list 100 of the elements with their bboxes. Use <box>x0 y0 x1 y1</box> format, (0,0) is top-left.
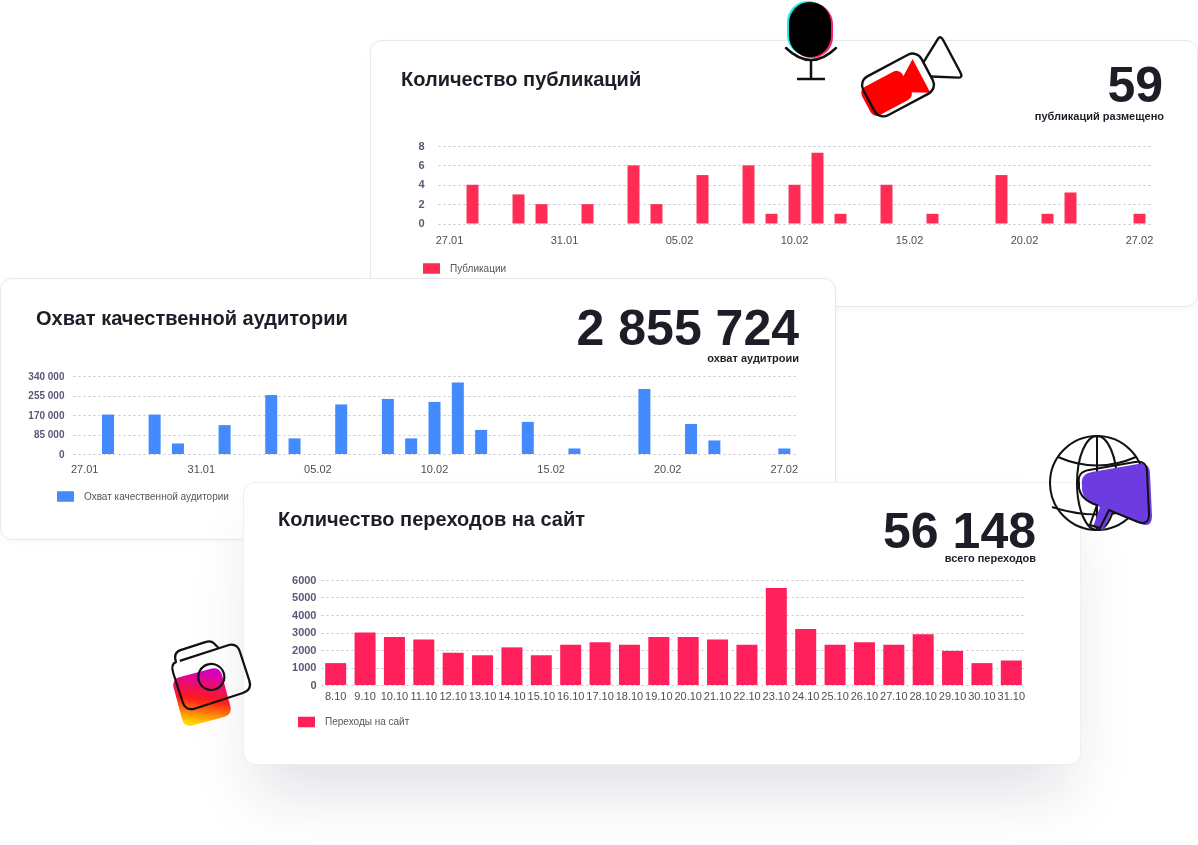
x-tick-label: 10.02 <box>420 462 448 475</box>
x-tick-label: 31.10 <box>997 689 1026 701</box>
bar <box>1041 213 1054 224</box>
bar <box>1000 660 1022 685</box>
bar <box>451 382 464 454</box>
x-tick-label: 20.02 <box>1010 234 1039 246</box>
bar <box>912 633 934 685</box>
y-tick-label: 1000 <box>292 660 317 673</box>
legend-label: Охват качественной аудитории <box>83 490 229 502</box>
x-tick-label: 30.10 <box>968 689 996 701</box>
x-tick-label: 21.10 <box>703 689 732 701</box>
bar <box>942 650 964 685</box>
x-tick-label: 15.10 <box>527 689 556 701</box>
bar <box>677 636 699 685</box>
y-tick-label: 2000 <box>292 643 317 655</box>
bar <box>824 644 846 685</box>
x-tick-label: 23.10 <box>762 689 791 701</box>
bar <box>442 652 464 685</box>
x-tick-label: 27.01 <box>70 462 98 475</box>
x-tick-label: 31.01 <box>187 462 215 475</box>
x-tick-label: 27.01 <box>435 234 464 246</box>
bar <box>1064 192 1077 224</box>
x-tick-label: 27.02 <box>1125 234 1154 246</box>
bar <box>466 184 479 224</box>
bar <box>334 404 347 454</box>
bar <box>581 204 594 224</box>
bar <box>880 184 893 224</box>
x-tick-label: 05.02 <box>665 234 694 246</box>
x-tick-label: 8.10 <box>324 689 347 701</box>
x-tick-label: 11.10 <box>410 689 438 701</box>
bar <box>530 654 552 685</box>
bar <box>684 423 697 454</box>
bar <box>264 395 277 454</box>
bar <box>148 414 161 454</box>
bar <box>696 175 709 224</box>
bar <box>101 414 114 454</box>
x-tick-label: 27.10 <box>880 689 908 701</box>
y-tick-label: 0 <box>58 448 65 460</box>
bar <box>707 440 720 454</box>
bar <box>567 448 580 454</box>
bar <box>650 204 663 224</box>
x-tick-label: 26.10 <box>850 689 879 701</box>
x-tick-label: 22.10 <box>733 689 761 701</box>
bar <box>171 443 184 454</box>
bar <box>853 641 875 685</box>
bar <box>381 398 394 454</box>
bar <box>413 639 435 685</box>
bar <box>501 646 523 685</box>
bar <box>788 184 801 224</box>
bar <box>427 401 441 454</box>
y-tick-label: 340 000 <box>27 370 65 382</box>
y-tick-label: 4000 <box>292 608 317 620</box>
x-tick-label: 18.10 <box>615 689 644 701</box>
x-tick-label: 31.01 <box>550 234 579 246</box>
bar <box>218 425 231 454</box>
y-tick-label: 2 <box>418 197 425 210</box>
bar <box>560 644 582 685</box>
y-tick-label: 6000 <box>292 573 317 585</box>
x-tick-label: 29.10 <box>938 689 967 701</box>
x-tick-label: 15.02 <box>536 462 565 475</box>
bar <box>648 636 670 685</box>
y-tick-label: 255 000 <box>27 390 65 401</box>
x-tick-label: 15.02 <box>895 234 924 246</box>
x-tick-label: 28.10 <box>909 689 937 701</box>
x-tick-label: 16.10 <box>556 689 585 701</box>
x-tick-label: 14.10 <box>498 689 526 701</box>
bar <box>288 438 301 454</box>
x-tick-label: 10.02 <box>780 234 809 246</box>
x-tick-label: 13.10 <box>468 689 497 701</box>
bar <box>618 644 640 685</box>
bar <box>383 636 405 685</box>
y-tick-label: 6 <box>418 158 425 171</box>
bar <box>637 389 650 454</box>
y-tick-label: 8 <box>418 139 425 152</box>
x-tick-label: 12.10 <box>439 689 467 701</box>
legend-label: Публикации <box>450 262 507 274</box>
bar <box>742 165 755 224</box>
bar <box>995 175 1008 224</box>
y-tick-label: 4 <box>418 178 426 191</box>
bar <box>834 213 847 224</box>
x-tick-label: 10.10 <box>380 689 409 701</box>
bar <box>521 421 534 454</box>
bar <box>765 587 787 685</box>
y-tick-label: 3000 <box>292 625 317 638</box>
x-tick-label: 20.10 <box>674 689 702 701</box>
x-tick-label: 17.10 <box>586 689 614 701</box>
chart-title: Количество переходов на сайт <box>278 508 586 530</box>
y-tick-label: 170 000 <box>27 409 65 421</box>
bar <box>811 152 824 224</box>
bar <box>765 213 778 224</box>
bar <box>777 448 790 454</box>
bar <box>883 644 905 685</box>
y-tick-label: 5000 <box>292 590 317 603</box>
bar <box>404 438 417 454</box>
y-tick-label: 0 <box>418 217 425 229</box>
bar <box>512 194 525 224</box>
y-tick-label: 85 000 <box>33 429 65 440</box>
legend-label: Переходы на сайт <box>325 715 410 727</box>
bar <box>1133 213 1146 224</box>
chart-title: Количество публикаций <box>401 68 642 90</box>
